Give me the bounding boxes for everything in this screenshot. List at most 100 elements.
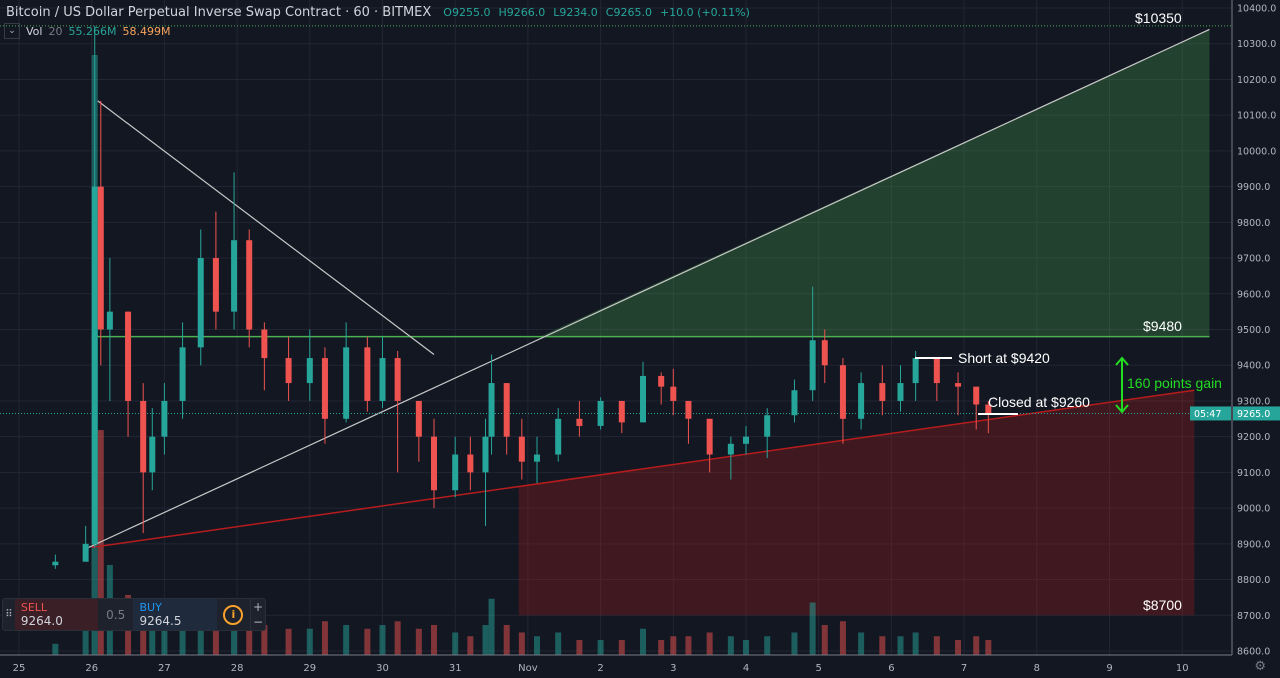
- time-tick-label: 30: [376, 663, 389, 674]
- volume-bar: [658, 640, 665, 655]
- price-tick-label: 10000.0: [1237, 146, 1276, 157]
- countdown-badge: [1190, 406, 1231, 421]
- drag-handle-icon[interactable]: ⠿: [5, 609, 13, 620]
- candle-body: [597, 400, 604, 426]
- decrease-quantity-button[interactable]: −: [253, 615, 264, 630]
- descending-trendline: [97, 100, 435, 355]
- price-tick-label: 9400.0: [1237, 361, 1270, 372]
- volume-bar: [897, 636, 904, 655]
- volume-bar: [618, 640, 625, 655]
- price-tick-label: 8800.0: [1237, 575, 1270, 586]
- volume-bar: [839, 621, 846, 655]
- volume-bar: [518, 632, 525, 655]
- volume-bar: [955, 640, 962, 655]
- volume-bar: [821, 625, 828, 655]
- candle-body: [985, 404, 992, 414]
- volume-bar: [161, 621, 168, 655]
- candle-body: [179, 347, 186, 401]
- volume-bar: [809, 602, 816, 655]
- ohlc-low: L9234.0: [553, 6, 598, 19]
- spread-value: 0.5: [106, 607, 126, 622]
- candle-body: [415, 400, 422, 437]
- volume-bar: [364, 628, 371, 655]
- volume-bar: [488, 598, 495, 655]
- price-tick-label: 8600.0: [1237, 647, 1270, 658]
- volume-bar: [791, 632, 798, 655]
- price-tick-label: 9700.0: [1237, 254, 1270, 265]
- price-tick-label: 10400.0: [1237, 4, 1276, 15]
- candle-body: [685, 400, 692, 419]
- candle-body: [321, 358, 328, 419]
- volume-bar: [149, 617, 156, 655]
- time-tick-label: 5: [816, 663, 822, 674]
- candle-body: [555, 418, 562, 455]
- candle-body: [618, 400, 625, 423]
- price-tick-label: 9200.0: [1237, 432, 1270, 443]
- settings-gear-icon[interactable]: ⚙: [1254, 659, 1266, 674]
- candle-body: [955, 383, 962, 387]
- ascending-trendline: [88, 28, 1210, 548]
- volume-bar: [503, 625, 510, 655]
- last-price-badge: [1233, 406, 1280, 421]
- symbol-title[interactable]: Bitcoin / US Dollar Perpetual Inverse Sw…: [6, 5, 432, 20]
- time-tick-label: 28: [231, 663, 244, 674]
- candle-body: [576, 418, 583, 426]
- volume-bar: [306, 628, 313, 655]
- time-tick-label: 31: [449, 663, 462, 674]
- volume-bar: [743, 640, 749, 655]
- candle-body: [140, 400, 147, 473]
- price-tick-label: 10200.0: [1237, 75, 1276, 86]
- sell-button[interactable]: SELL 9264.0: [14, 599, 98, 630]
- sell-price: 9264.0: [20, 614, 63, 628]
- volume-bar: [685, 636, 692, 655]
- volume-bar: [482, 625, 489, 655]
- volume-bar: [858, 632, 865, 655]
- volume-length: 20: [48, 24, 63, 38]
- candle-body: [791, 390, 798, 416]
- sell-label: SELL: [20, 601, 48, 614]
- label-9480: $9480: [1143, 318, 1182, 334]
- candle-body: [246, 240, 253, 330]
- gain-arrow-icon: [1115, 356, 1129, 414]
- volume-bar: [179, 610, 186, 655]
- volume-bar: [555, 632, 562, 655]
- candle-body: [727, 443, 734, 455]
- volume-bar: [261, 625, 268, 655]
- collapse-legend-chevron-icon[interactable]: ⌄: [4, 23, 20, 39]
- time-tick-label: 29: [303, 663, 316, 674]
- label-8700: $8700: [1143, 597, 1182, 613]
- time-axis: [0, 655, 1280, 678]
- volume-bar: [933, 636, 940, 655]
- buy-label: BUY: [139, 601, 162, 614]
- volume-bar: [343, 625, 350, 655]
- time-tick-label: 26: [85, 663, 98, 674]
- candle-body: [285, 358, 292, 384]
- candle-body: [149, 436, 156, 473]
- candle-body: [212, 258, 219, 312]
- volume-bar: [640, 628, 647, 655]
- price-tick-label: 9100.0: [1237, 468, 1270, 479]
- info-button[interactable]: i: [217, 599, 251, 630]
- price-tick-label: 9000.0: [1237, 504, 1270, 515]
- price-tick-label: 9500.0: [1237, 325, 1270, 336]
- volume-bar: [452, 632, 459, 655]
- buy-button[interactable]: BUY 9264.5: [133, 599, 217, 630]
- volume-bar: [379, 625, 386, 655]
- volume-bar: [430, 625, 437, 655]
- volume-bar: [82, 610, 89, 655]
- volume-bar: [727, 636, 734, 655]
- volume-bar: [285, 628, 292, 655]
- candle-body: [764, 415, 771, 437]
- volume-bar: [533, 636, 540, 655]
- volume-bar: [597, 640, 604, 655]
- candle-body: [343, 347, 350, 419]
- ohlc-change: +10.0 (+0.11%): [659, 6, 750, 19]
- volume-bar: [879, 636, 886, 655]
- candle-body: [197, 258, 204, 348]
- increase-quantity-button[interactable]: +: [253, 599, 264, 614]
- volume-label[interactable]: Vol: [26, 24, 43, 38]
- candle-body: [670, 386, 677, 401]
- price-tick-label: 8900.0: [1237, 539, 1270, 550]
- candle-body: [706, 418, 713, 455]
